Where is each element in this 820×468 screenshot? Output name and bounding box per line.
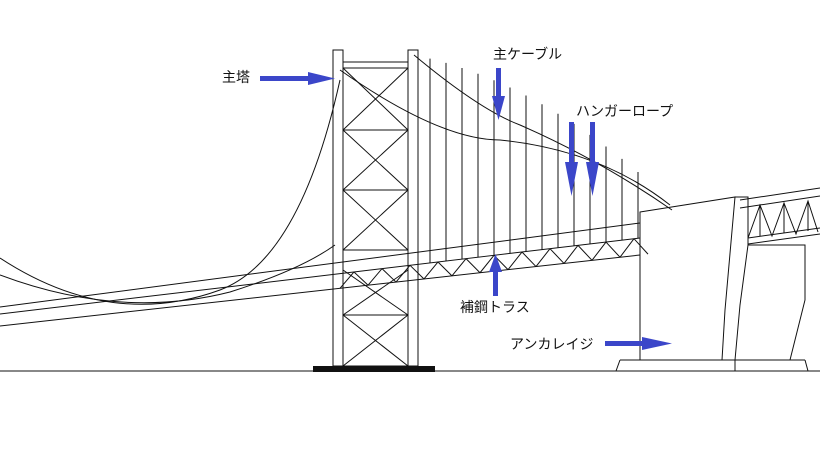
truss-diagonal	[591, 241, 607, 261]
tower-brace	[342, 269, 409, 316]
annotation-arrows	[260, 68, 672, 350]
truss-diagonal	[549, 248, 565, 264]
truss-diagonal	[619, 238, 635, 258]
hanger-arrow-1	[565, 122, 578, 196]
tower-brace	[342, 67, 409, 131]
truss-diagonal	[605, 241, 621, 258]
truss-diagonal	[339, 271, 355, 289]
tower-brace	[342, 189, 409, 251]
main-cable-secondary	[413, 54, 673, 211]
label-stiffening-truss: 補鋼トラス	[460, 300, 530, 316]
truss-diagonal	[633, 238, 649, 255]
label-main-cable: 主ケーブル	[493, 46, 562, 63]
tower-brace	[342, 129, 409, 191]
truss-diagonal	[479, 255, 495, 274]
truss-diagonal	[535, 248, 551, 267]
hanger-ropes	[429, 58, 639, 263]
label-anchorage: アンカレイジ	[510, 337, 593, 353]
truss-diagonal	[451, 258, 467, 277]
truss-diagonal	[367, 268, 383, 286]
truss-diagonal	[563, 245, 579, 264]
tower-arrow	[260, 72, 335, 85]
main-cable-arrow	[492, 68, 505, 120]
tower-base	[313, 366, 435, 372]
truss-diagonal	[577, 245, 593, 261]
truss-diagonal	[437, 261, 453, 277]
truss-diagonal	[353, 271, 369, 286]
main-cable	[339, 69, 671, 206]
tower	[332, 49, 419, 367]
side-cables	[0, 79, 341, 305]
truss-diagonal	[423, 261, 439, 280]
truss-diagonal	[409, 264, 425, 280]
hanger-arrow-2	[586, 122, 599, 196]
deck-truss	[0, 222, 649, 327]
truss-diagonal	[507, 251, 523, 270]
anchorage	[615, 187, 820, 372]
tower-brace	[342, 314, 409, 367]
truss-diagonal	[465, 258, 481, 274]
label-hanger-rope: ハンガーロープ	[576, 104, 673, 120]
anchorage-arrow	[605, 337, 672, 350]
truss-diagonal	[521, 251, 537, 267]
label-tower: 主塔	[222, 70, 250, 86]
truss-arrow	[489, 254, 502, 296]
